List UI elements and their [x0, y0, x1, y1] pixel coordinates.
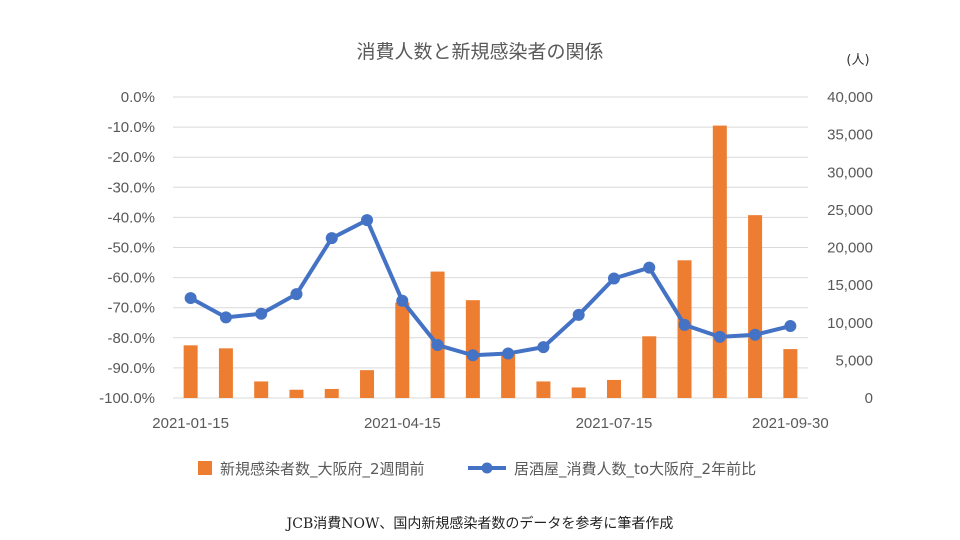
bar — [642, 336, 657, 398]
legend-swatch-marker — [481, 462, 493, 474]
bar — [606, 379, 621, 398]
left-tick-label: -10.0% — [107, 119, 155, 136]
line-point — [713, 330, 726, 343]
left-tick-label: -90.0% — [107, 360, 155, 377]
line-point — [325, 232, 338, 245]
bar — [324, 388, 339, 398]
x-tick-label: 2021-01-15 — [152, 415, 229, 432]
x-tick-label: 2021-09-30 — [752, 415, 829, 432]
line-point — [607, 272, 620, 285]
legend-swatch-bar — [198, 461, 212, 475]
bar — [289, 389, 304, 398]
left-axis: 0.0% -10.0% -20.0% -30.0% -40.0% -50.0% -60.0%… — [99, 89, 155, 407]
bar — [501, 354, 516, 398]
x-tick-label: 2021-04-15 — [364, 415, 441, 432]
line-point — [290, 288, 303, 301]
right-tick-label: 10,000 — [827, 315, 873, 332]
right-tick-label: 30,000 — [827, 164, 873, 181]
bar — [783, 349, 798, 398]
left-tick-label: -80.0% — [107, 330, 155, 347]
line-point — [431, 339, 444, 352]
bar — [360, 370, 375, 398]
right-tick-label: 35,000 — [827, 127, 873, 144]
line-point — [396, 294, 409, 307]
left-tick-label: -40.0% — [107, 209, 155, 226]
line-point — [184, 292, 197, 305]
bar — [536, 381, 551, 398]
right-tick-label: 5,000 — [835, 352, 873, 369]
line-point — [255, 307, 268, 320]
line-point — [502, 347, 515, 360]
bar — [430, 271, 445, 398]
line-point — [643, 261, 656, 274]
right-tick-label: 0 — [865, 390, 873, 407]
left-tick-label: -60.0% — [107, 270, 155, 287]
left-tick-label: -50.0% — [107, 240, 155, 257]
gridlines — [173, 96, 808, 399]
left-tick-label: -30.0% — [107, 179, 155, 196]
line-point — [219, 311, 232, 324]
legend-label-bar: 新規感染者数_大阪府_2週間前 — [220, 460, 425, 479]
left-tick-label: 0.0% — [121, 89, 155, 106]
line-point — [784, 320, 797, 333]
line-series — [184, 214, 797, 362]
bar — [465, 300, 480, 398]
bar — [183, 345, 198, 398]
source-note: JCB消費NOW、国内新規感染者数のデータを参考に筆者作成 — [285, 515, 674, 532]
legend: 新規感染者数_大阪府_2週間前 居酒屋_消費人数_to大阪府_2年前比 — [198, 460, 756, 479]
right-tick-label: 25,000 — [827, 202, 873, 219]
left-tick-label: -70.0% — [107, 300, 155, 317]
legend-label-line: 居酒屋_消費人数_to大阪府_2年前比 — [514, 460, 756, 479]
line-point — [466, 349, 479, 362]
right-tick-label: 40,000 — [827, 89, 873, 106]
x-tick-label: 2021-07-15 — [576, 415, 653, 432]
line-path — [189, 218, 791, 358]
bar — [218, 348, 233, 398]
right-tick-label: 15,000 — [827, 277, 873, 294]
bar — [748, 215, 763, 398]
bar — [712, 125, 727, 398]
line-point — [572, 308, 585, 321]
right-axis-unit: (人) — [846, 53, 869, 68]
right-tick-label: 20,000 — [827, 240, 873, 257]
line-point — [678, 318, 691, 331]
left-tick-label: -20.0% — [107, 149, 155, 166]
x-axis: 2021-01-15 2021-04-15 2021-07-15 2021-09-30 — [152, 415, 828, 432]
line-point — [361, 214, 374, 227]
line-point — [537, 341, 550, 354]
bar — [395, 302, 410, 398]
bar-series — [183, 125, 798, 398]
bar — [571, 387, 586, 398]
chart-title: 消費人数と新規感染者の関係 — [356, 41, 603, 63]
right-axis: 0 5,000 10,000 15,000 20,000 25,000 30,000 35,0… — [827, 89, 873, 407]
line-point — [749, 328, 762, 341]
left-tick-label: -100.0% — [99, 390, 155, 407]
bar — [254, 381, 269, 398]
